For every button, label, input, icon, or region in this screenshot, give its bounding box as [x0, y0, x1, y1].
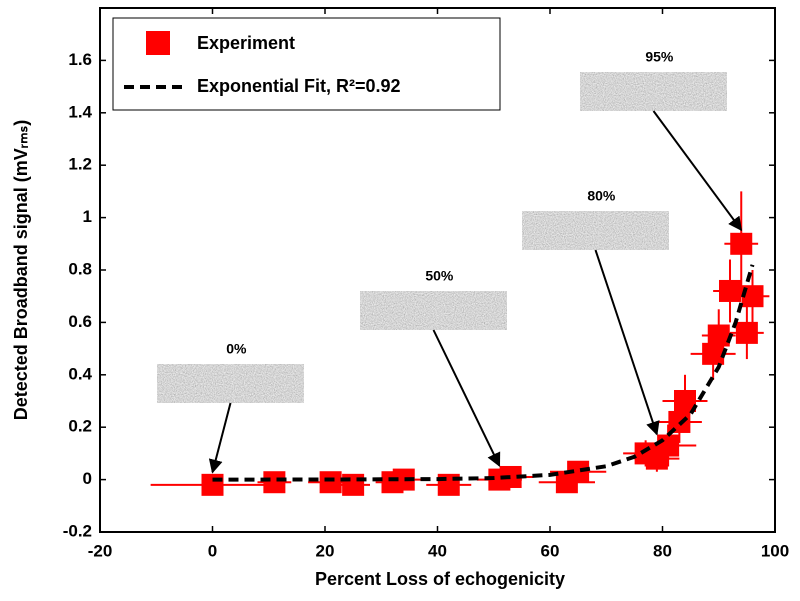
marker [730, 232, 753, 255]
y-tick-label: 1.6 [68, 50, 92, 69]
marker [702, 342, 725, 365]
y-tick-label: 0.8 [68, 259, 92, 278]
inset-image [157, 364, 304, 403]
inset-image [360, 291, 507, 330]
y-tick-label: 1.2 [68, 155, 92, 174]
inset-image [522, 211, 669, 250]
legend-box [112, 17, 501, 111]
marker [567, 460, 590, 483]
annotation-arrow [432, 329, 501, 467]
x-tick-label: 60 [541, 541, 560, 560]
annotation-arrow [594, 249, 660, 436]
marker [201, 473, 224, 496]
marker [719, 279, 741, 302]
y-tick-label: 1 [83, 207, 92, 226]
x-tick-label: 20 [316, 541, 335, 560]
y-tick-label: -0.2 [63, 521, 92, 540]
x-tick-label: 80 [653, 541, 672, 560]
marker [741, 285, 764, 308]
legend-label: Exponential Fit, R²=0.92 [197, 76, 401, 96]
y-tick-label: 0.4 [68, 364, 92, 383]
annotation-label: 80% [587, 188, 616, 204]
x-axis-label: Percent Loss of echogenicity [315, 569, 565, 589]
annotation-label: 95% [645, 49, 674, 65]
plot-frame [99, 7, 776, 533]
y-tick-label: 0.6 [68, 312, 92, 331]
annotation-label: 50% [425, 268, 454, 284]
marker [263, 471, 286, 494]
marker [342, 473, 365, 496]
x-tick-label: -20 [88, 541, 113, 560]
marker [392, 468, 415, 491]
x-tick-label: 0 [208, 541, 217, 560]
legend-label: Experiment [197, 33, 295, 53]
marker [319, 471, 342, 494]
inset-image [580, 72, 727, 111]
y-tick-label: 0.2 [68, 417, 92, 436]
marker [499, 465, 522, 488]
marker [735, 321, 758, 344]
annotation-label: 0% [226, 341, 247, 357]
y-tick-label: 1.4 [68, 102, 92, 121]
x-tick-label: 100 [761, 541, 789, 560]
x-tick-label: 40 [428, 541, 447, 560]
fit-line [212, 264, 755, 482]
marker [674, 390, 696, 412]
legend-marker [146, 31, 170, 55]
annotation-arrow [652, 110, 743, 232]
marker [707, 324, 730, 347]
marker [657, 434, 680, 457]
annotation-arrow [208, 402, 232, 474]
y-tick-label: 0 [83, 469, 92, 488]
y-axis-label: Detected Broadband signal (mVᵣₘₛ) [11, 120, 31, 421]
